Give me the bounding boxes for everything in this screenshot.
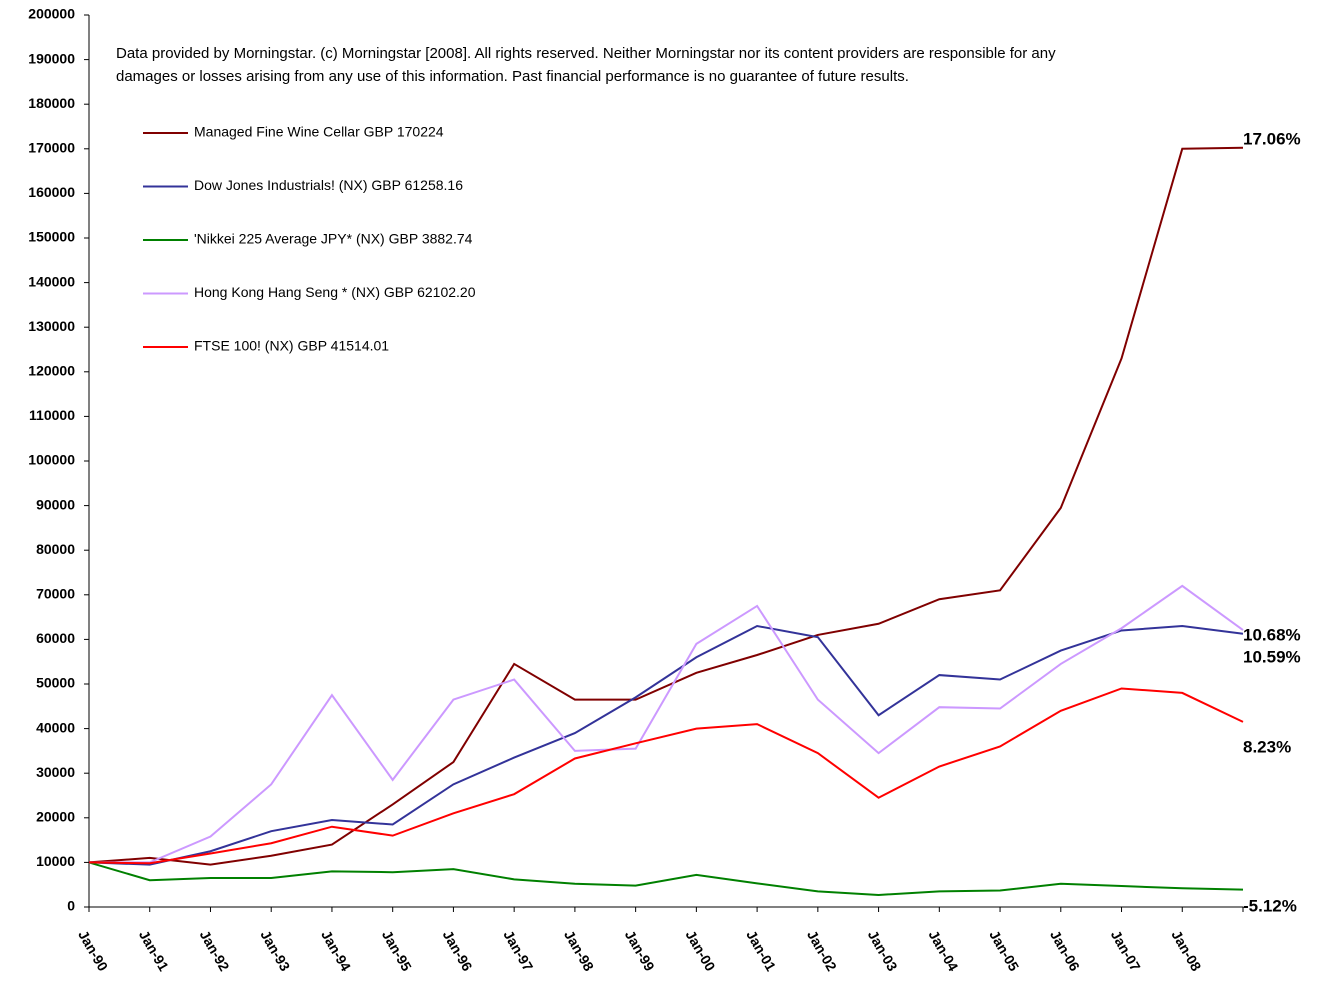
x-tick-label: Jan-99 <box>622 927 658 974</box>
x-tick-label: Jan-07 <box>1108 927 1144 974</box>
legend-label: 'Nikkei 225 Average JPY* (NX) GBP 3882.7… <box>194 231 473 247</box>
x-tick-label: Jan-00 <box>683 927 719 974</box>
series-line <box>89 584 1244 864</box>
y-tick-label: 50000 <box>36 675 75 691</box>
series-line <box>88 624 1244 866</box>
x-tick-label: Jan-05 <box>986 927 1022 974</box>
legend-label: Dow Jones Industrials! (NX) GBP 61258.16 <box>194 177 463 193</box>
x-tick-label: Jan-94 <box>318 927 354 974</box>
y-tick-label: 130000 <box>28 318 75 334</box>
end-label: 10.59% <box>1243 647 1301 666</box>
y-tick-label: 20000 <box>36 809 75 825</box>
series-line <box>88 146 1244 866</box>
y-tick-label: 100000 <box>28 452 75 468</box>
note-line: Data provided by Morningstar. (c) Mornin… <box>116 45 1056 62</box>
y-tick-label: 120000 <box>28 363 75 379</box>
y-tick-label: 190000 <box>28 50 75 66</box>
x-tick-label: Jan-03 <box>865 927 901 974</box>
x-tick-label: Jan-01 <box>743 927 779 974</box>
x-tick-label: Jan-06 <box>1047 927 1083 974</box>
y-tick-label: 160000 <box>28 184 75 200</box>
y-tick-label: 30000 <box>36 764 75 780</box>
end-label: 17.06% <box>1243 129 1301 148</box>
series-line <box>88 861 1244 896</box>
y-tick-label: 0 <box>67 898 75 914</box>
x-tick-label: Jan-90 <box>75 927 111 974</box>
y-tick-label: 10000 <box>36 853 75 869</box>
y-tick-label: 180000 <box>28 95 75 111</box>
x-tick-label: Jan-96 <box>440 927 476 974</box>
y-tick-label: 170000 <box>28 140 75 156</box>
end-label: 10.68% <box>1243 625 1301 644</box>
x-tick-label: Jan-93 <box>257 927 293 974</box>
y-tick-label: 200000 <box>28 6 75 22</box>
x-tick-label: Jan-91 <box>136 927 172 974</box>
x-tick-label: Jan-97 <box>500 927 536 974</box>
y-tick-label: 110000 <box>29 407 75 423</box>
x-tick-label: Jan-02 <box>804 927 840 974</box>
y-tick-label: 90000 <box>36 496 75 512</box>
legend-label: Hong Kong Hang Seng * (NX) GBP 62102.20 <box>194 284 476 300</box>
y-tick-label: 150000 <box>28 229 75 245</box>
y-tick-label: 140000 <box>28 273 75 289</box>
x-tick-label: Jan-04 <box>926 927 962 974</box>
y-tick-label: 60000 <box>36 630 75 646</box>
legend-label: FTSE 100! (NX) GBP 41514.01 <box>194 338 389 354</box>
end-label: -5.12% <box>1243 896 1297 915</box>
series-line <box>88 687 1244 865</box>
end-label: 8.23% <box>1243 737 1291 756</box>
note-line: damages or losses arising from any use o… <box>116 68 909 85</box>
x-tick-label: Jan-98 <box>561 927 597 974</box>
y-tick-label: 70000 <box>36 586 75 602</box>
x-tick-label: Jan-95 <box>379 927 415 974</box>
y-tick-label: 40000 <box>36 719 75 735</box>
legend-label: Managed Fine Wine Cellar GBP 170224 <box>194 124 444 140</box>
y-tick-label: 80000 <box>36 541 75 557</box>
x-tick-label: Jan-08 <box>1168 927 1204 974</box>
x-tick-label: Jan-92 <box>197 927 233 974</box>
